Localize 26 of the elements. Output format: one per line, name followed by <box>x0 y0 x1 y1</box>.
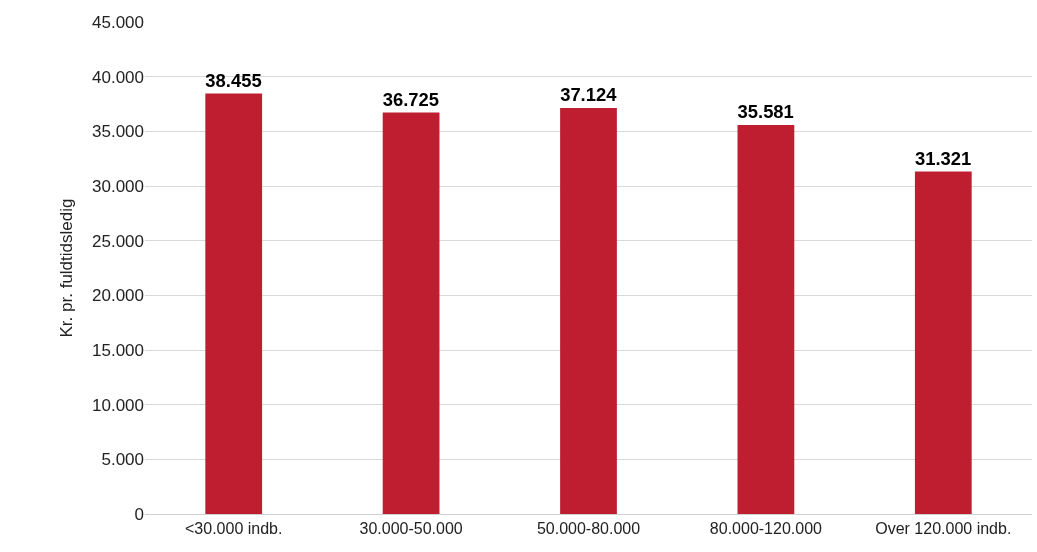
y-axis-title: Kr. pr. fuldtidsledig <box>56 198 76 338</box>
data-label: 35.581 <box>737 101 794 123</box>
data-label: 36.725 <box>382 88 440 110</box>
y-tick-label: 25.000 <box>92 231 144 251</box>
y-tick-label: 30.000 <box>92 176 144 196</box>
data-label: 38.455 <box>205 69 262 91</box>
bar <box>205 93 263 514</box>
x-tick-label: <30.000 indb. <box>184 520 283 538</box>
bar <box>914 171 972 514</box>
bar <box>560 108 617 514</box>
x-tick-label: 80.000-120.000 <box>709 520 823 538</box>
y-tick-label: 0 <box>134 504 144 524</box>
x-tick-label: Over 120.000 indb. <box>875 520 1012 538</box>
data-label: 31.321 <box>914 147 972 169</box>
y-tick-label: 35.000 <box>92 122 144 142</box>
y-tick-label: 10.000 <box>92 395 144 415</box>
y-tick-label: 40.000 <box>92 67 144 87</box>
y-tick-label: 15.000 <box>92 340 144 360</box>
x-tick-label: 30.000-50.000 <box>359 520 463 538</box>
y-tick-label: 20.000 <box>92 286 144 306</box>
data-label: 37.124 <box>560 84 618 106</box>
y-tick-label: 5.000 <box>101 450 144 470</box>
bar <box>382 112 440 514</box>
y-tick-label: 45.000 <box>92 12 144 32</box>
bar <box>737 124 795 514</box>
x-tick-label: 50.000-80.000 <box>536 520 641 538</box>
